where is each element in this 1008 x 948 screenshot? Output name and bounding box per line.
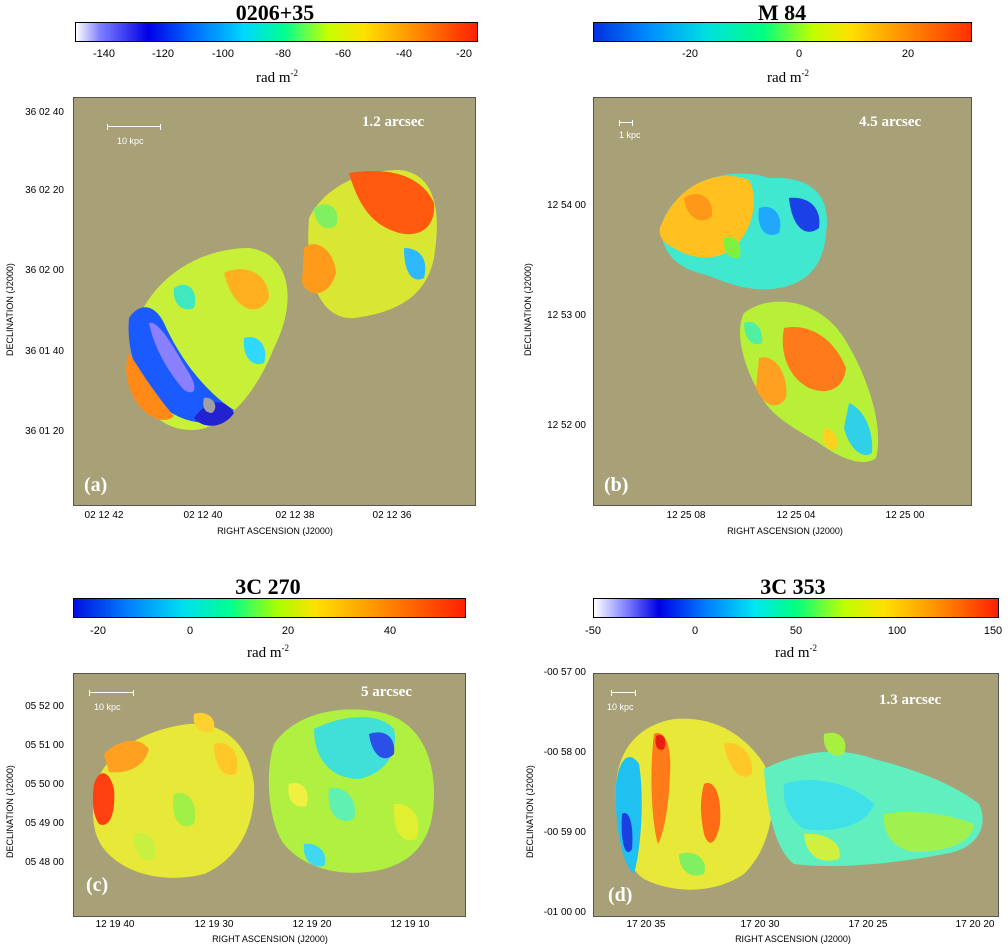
x-tick: 02 12 38 (275, 510, 315, 521)
colorbar-unit: rad m-2 (246, 643, 290, 661)
colorbar (75, 22, 478, 42)
y-tick: 05 51 00 (25, 740, 64, 751)
rm-map-image (126, 170, 437, 431)
y-axis-label: DECLINATION (J2000) (525, 765, 535, 858)
colorbar-unit: rad m-2 (774, 643, 818, 661)
y-tick: 05 50 00 (25, 779, 64, 790)
colorbar-tick: -50 (585, 625, 601, 637)
scale-bar-label: 10 kpc (94, 702, 121, 712)
rm-map-image (615, 718, 983, 890)
y-tick: -00 59 00 (543, 827, 586, 838)
x-tick: 17 20 25 (848, 919, 888, 930)
scale-bar-label: 1 kpc (619, 130, 641, 140)
rm-map: 5 arcsec 10 kpc (c) (73, 673, 466, 917)
y-tick: 36 01 20 (25, 426, 64, 437)
scale-bar-label: 10 kpc (607, 702, 634, 712)
panel-title: 0206+35 (235, 0, 315, 25)
panel-title: 3C 270 (235, 574, 301, 599)
x-tick: 17 20 20 (955, 919, 995, 930)
resolution-label: 5 arcsec (361, 684, 412, 700)
resolution-label: 1.3 arcsec (879, 692, 942, 708)
y-tick: 36 02 40 (25, 107, 64, 118)
panel-letter: (c) (86, 874, 109, 896)
scale-bar (107, 124, 161, 130)
y-axis-label: DECLINATION (J2000) (5, 765, 15, 858)
x-tick: 12 19 10 (390, 919, 430, 930)
colorbar (73, 598, 466, 618)
x-tick: 12 19 20 (292, 919, 332, 930)
x-tick: 17 20 35 (626, 919, 666, 930)
colorbar-unit: rad m-2 (766, 68, 810, 86)
colorbar-tick: 50 (789, 625, 803, 637)
rm-map: 1.3 arcsec 10 kpc (d) (593, 673, 999, 917)
x-axis-label: RIGHT ASCENSION (J2000) (727, 526, 843, 536)
colorbar-tick: -140 (92, 48, 116, 60)
panel-title: M 84 (757, 0, 807, 25)
colorbar-tick: 0 (691, 625, 699, 637)
colorbar-tick: -120 (151, 48, 175, 60)
x-tick: 12 25 04 (776, 510, 816, 521)
rm-map-image (92, 709, 434, 878)
colorbar-unit: rad m-2 (255, 68, 299, 86)
colorbar (593, 598, 999, 618)
colorbar-tick: -40 (396, 48, 412, 60)
rm-map: 1.2 arcsec 10 kpc (a) (73, 97, 476, 506)
colorbar-tick: 100 (887, 625, 907, 637)
y-tick: -00 58 00 (543, 747, 586, 758)
y-tick: 36 02 20 (25, 185, 64, 196)
scale-bar-label: 10 kpc (117, 136, 144, 146)
colorbar-tick: -100 (211, 48, 235, 60)
y-tick: 12 54 00 (547, 200, 586, 211)
x-axis-label: RIGHT ASCENSION (J2000) (735, 934, 851, 944)
colorbar-tick: -60 (335, 48, 351, 60)
x-tick: 12 25 08 (666, 510, 706, 521)
colorbar-tick: 40 (383, 625, 397, 637)
y-tick: 12 53 00 (547, 310, 586, 321)
colorbar-tick: 0 (795, 48, 803, 60)
y-tick: 36 02 00 (25, 265, 64, 276)
y-axis-label: DECLINATION (J2000) (523, 263, 533, 356)
scale-bar (619, 120, 633, 126)
x-tick: 17 20 30 (740, 919, 780, 930)
colorbar-tick: 20 (901, 48, 915, 60)
x-tick: 02 12 42 (84, 510, 124, 521)
colorbar (593, 22, 972, 42)
colorbar-tick: -20 (682, 48, 698, 60)
colorbar-tick: 150 (983, 625, 1003, 637)
scale-bar (611, 690, 636, 696)
y-tick: -01 00 00 (543, 907, 586, 918)
x-axis-label: RIGHT ASCENSION (J2000) (217, 526, 333, 536)
x-tick: 12 25 00 (885, 510, 925, 521)
rm-map: 4.5 arcsec 1 kpc (b) (593, 97, 972, 506)
y-tick: 05 52 00 (25, 701, 64, 712)
panel-title: 3C 353 (760, 574, 826, 599)
x-tick: 12 19 40 (95, 919, 135, 930)
y-tick: -00 57 00 (543, 667, 586, 678)
y-tick: 36 01 40 (25, 346, 64, 357)
colorbar-tick: -20 (456, 48, 472, 60)
resolution-label: 4.5 arcsec (859, 114, 922, 130)
y-tick: 05 48 00 (25, 857, 64, 868)
colorbar-tick: -20 (90, 625, 106, 637)
colorbar-tick: 20 (281, 625, 295, 637)
x-axis-label: RIGHT ASCENSION (J2000) (212, 934, 328, 944)
x-tick: 12 19 30 (194, 919, 234, 930)
panel-letter: (a) (84, 474, 108, 496)
panel-letter: (d) (608, 884, 633, 906)
x-tick: 02 12 36 (372, 510, 412, 521)
rm-map-image (659, 173, 879, 463)
colorbar-tick: 0 (186, 625, 194, 637)
y-tick: 12 52 00 (547, 420, 586, 431)
colorbar-tick: -80 (275, 48, 291, 60)
resolution-label: 1.2 arcsec (362, 114, 425, 130)
panel-letter: (b) (604, 474, 629, 496)
y-tick: 05 49 00 (25, 818, 64, 829)
y-axis-label: DECLINATION (J2000) (5, 263, 15, 356)
scale-bar (89, 690, 134, 696)
x-tick: 02 12 40 (183, 510, 223, 521)
